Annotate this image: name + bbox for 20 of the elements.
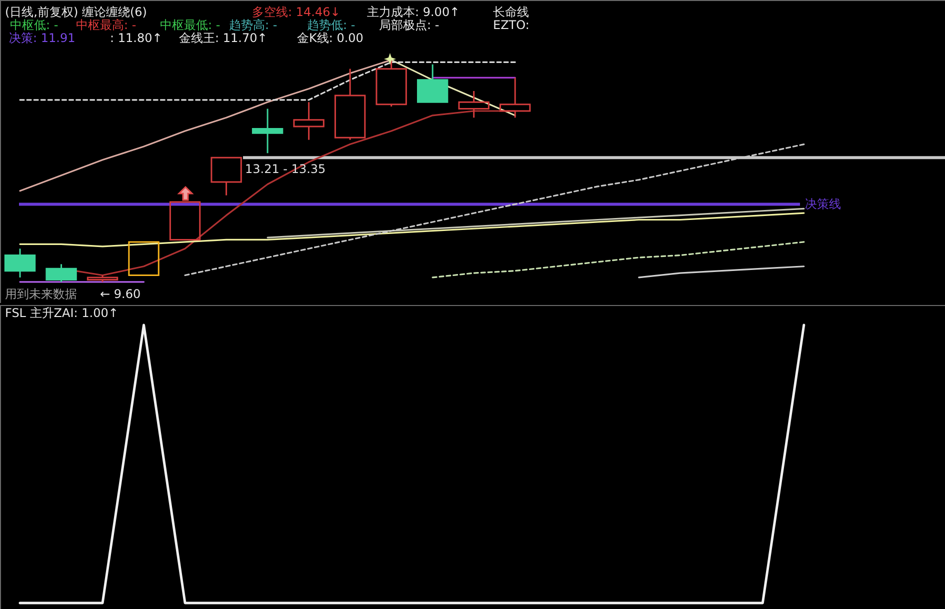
text: 中枢最低: - <box>160 18 220 32</box>
text: 金线王: 11.70↑ <box>179 31 268 45</box>
chart-title: (日线,前复权) 缠论缠绕(6) <box>5 5 147 19</box>
text: 决策: 11.91 <box>9 31 76 45</box>
text: : 11.80↑ <box>110 31 162 45</box>
chart-title: FSL 主升ZAI: 1.00↑ <box>5 306 118 320</box>
text: 长命线 <box>493 5 529 19</box>
text: 多空线: 14.46↓ <box>252 5 340 19</box>
text: 主力成本: 9.00↑ <box>367 5 460 19</box>
text: 局部极点: - <box>379 18 440 32</box>
text: 用到未来数据 <box>5 287 77 301</box>
annotation: 13.21 - 13.35 <box>245 162 326 176</box>
text: ← 9.60 <box>100 287 141 301</box>
text: 中枢低: - <box>10 18 58 32</box>
ref-line-label: 决策线 <box>805 197 841 212</box>
text: 金K线: 0.00 <box>297 31 364 45</box>
text: 中枢最高: - <box>76 18 136 32</box>
text: 趋势低: - <box>307 18 356 32</box>
text: 趋势高: - <box>229 18 278 32</box>
text: EZTO: <box>493 18 530 32</box>
